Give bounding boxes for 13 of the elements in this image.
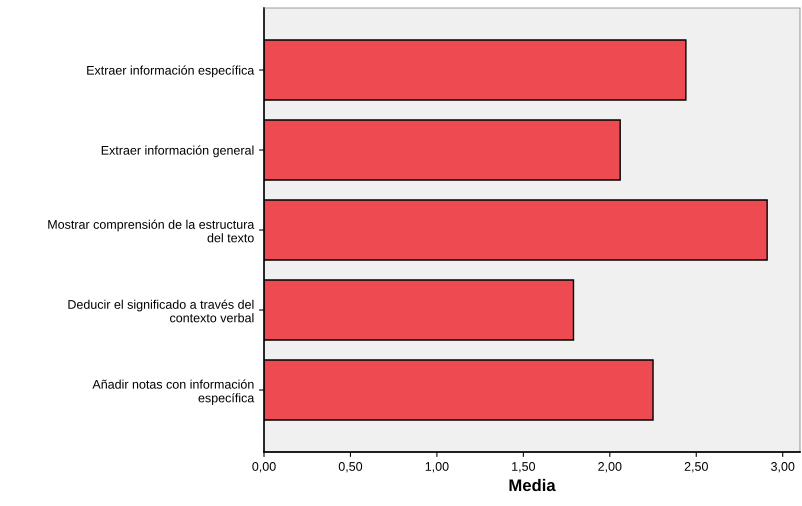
x-tick-label: 3,00 xyxy=(771,462,794,472)
y-tick-label: Deducir el significado a través del contexto verbal xyxy=(68,300,254,322)
x-tick-label: 2,00 xyxy=(598,462,622,472)
y-tick-label: Extraer información general xyxy=(102,145,254,158)
x-tick-label: 0,00 xyxy=(252,462,276,472)
y-tick-label: Mostrar comprensión de la estructura del texto xyxy=(48,220,254,242)
x-axis-title: Media xyxy=(510,478,556,492)
x-tick-label: 1,50 xyxy=(512,462,536,472)
y-tick-label: Añadir notas con información específica xyxy=(92,379,254,405)
x-tick-label: 0,50 xyxy=(338,462,362,472)
y-tick-label: Extraer información específica xyxy=(87,65,254,78)
x-tick-label: 2,50 xyxy=(684,462,708,472)
x-tick-label: 1,00 xyxy=(426,462,449,472)
